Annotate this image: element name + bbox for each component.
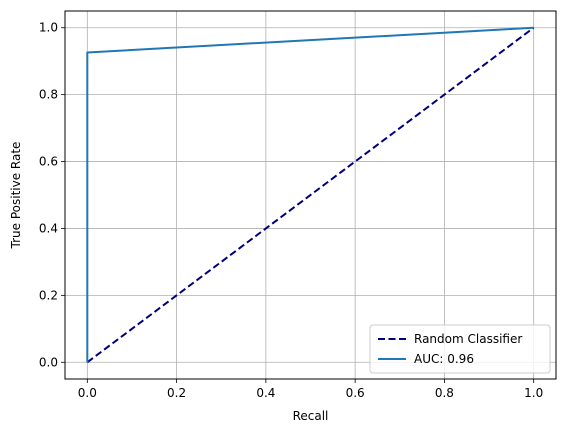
x-tick-label: 0.6 [346, 386, 365, 400]
random-classifier-line [86, 26, 535, 364]
y-tick-label: 0.0 [39, 355, 58, 369]
y-tick-label: 0.6 [39, 155, 58, 169]
x-axis-label: Recall [293, 409, 329, 423]
y-tick-label: 0.2 [39, 288, 58, 302]
x-tick-label: 0.2 [167, 386, 186, 400]
y-tick-label: 0.8 [39, 88, 58, 102]
y-tick-label: 0.4 [39, 221, 58, 235]
legend-label-random-classifier: Random Classifier [414, 332, 522, 346]
x-tick-label: 0.0 [78, 386, 97, 400]
y-axis-ticks: 0.0 0.2 0.4 0.6 0.8 1.0 [39, 21, 65, 369]
legend-box [369, 324, 551, 374]
x-tick-label: 0.8 [435, 386, 454, 400]
legend: Random Classifier AUC: 0.96 [369, 324, 551, 374]
y-axis-label: True Positive Rate [9, 142, 23, 250]
axes-frame [64, 10, 557, 380]
roc-curve-line [86, 26, 534, 363]
series-layer [86, 26, 535, 364]
y-tick-label: 1.0 [39, 21, 58, 35]
x-axis-ticks: 0.0 0.2 0.4 0.6 0.8 1.0 [78, 379, 543, 400]
legend-label-auc: AUC: 0.96 [414, 352, 474, 366]
grid [65, 11, 556, 379]
x-tick-label: 1.0 [524, 386, 543, 400]
x-tick-label: 0.4 [256, 386, 275, 400]
